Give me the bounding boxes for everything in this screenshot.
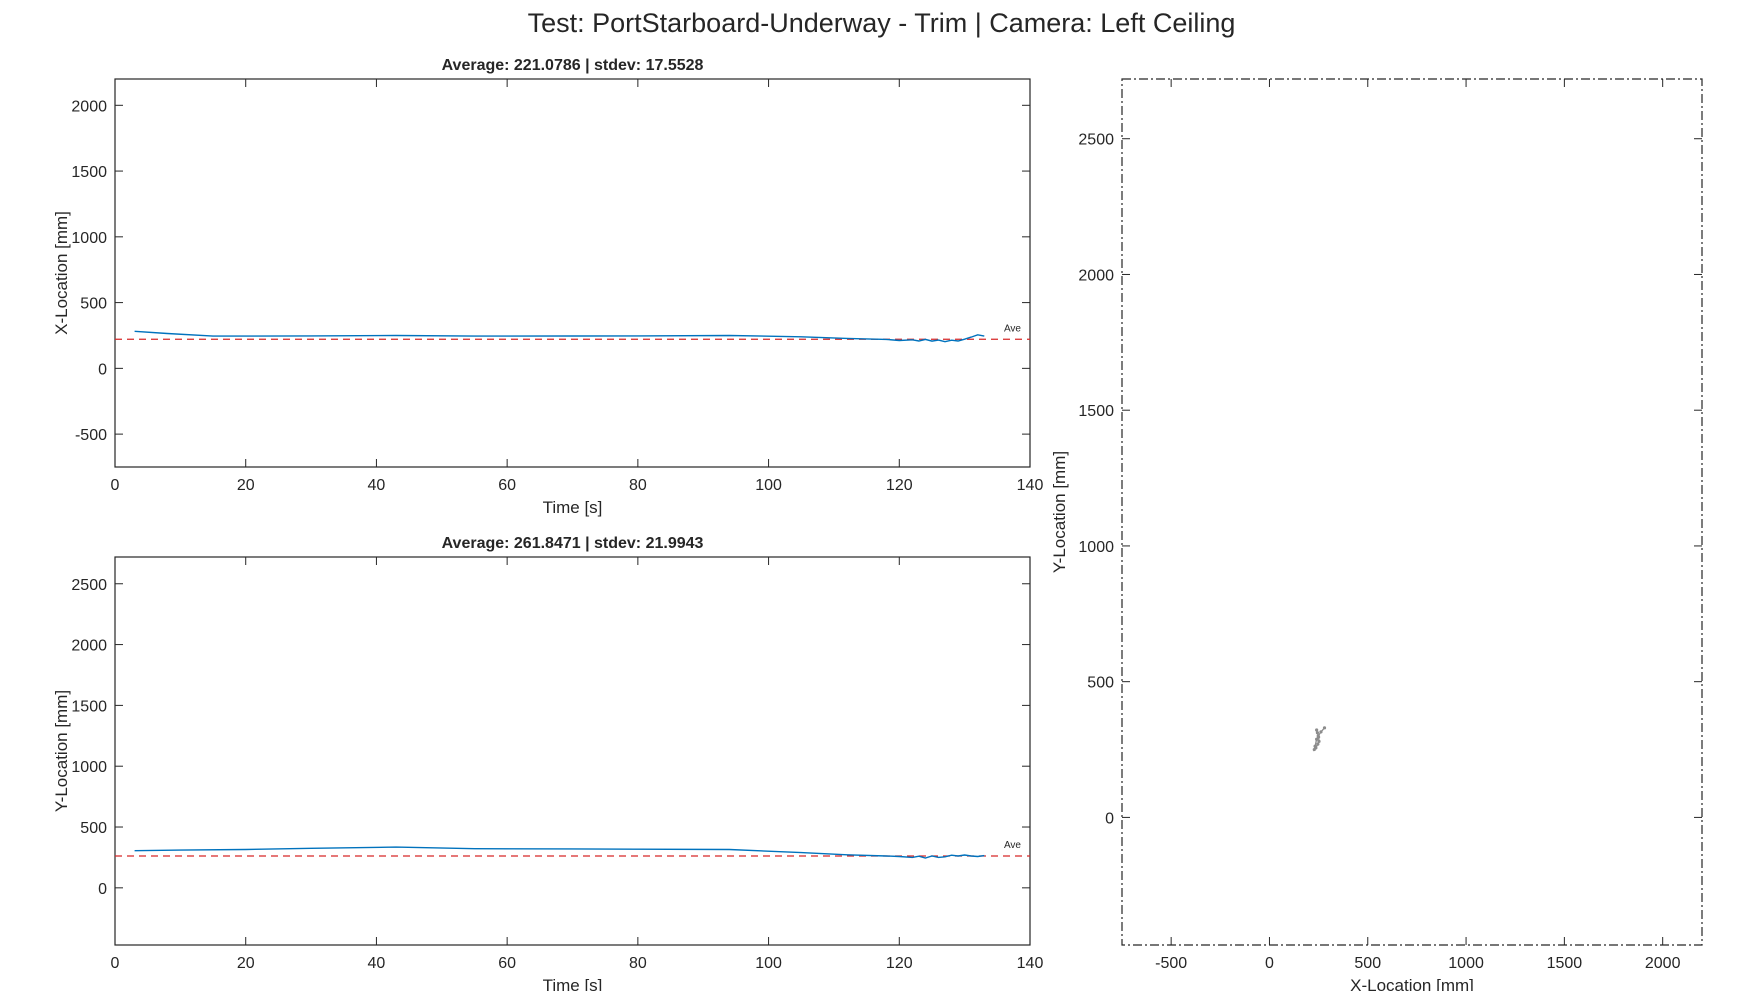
y-tick-label: 1500 <box>71 164 107 181</box>
figure-title: Test: PortStarboard-Underway - Trim | Ca… <box>527 8 1236 38</box>
x-tick-label: 80 <box>629 477 647 494</box>
x-tick-label: 100 <box>755 955 782 972</box>
x-tick-label: 20 <box>237 477 255 494</box>
x-tick-label: 40 <box>368 477 386 494</box>
y-tick-label: -500 <box>75 427 107 444</box>
y-tick-label: 1500 <box>71 698 107 715</box>
data-series-line <box>134 846 985 859</box>
y-axis-label: Y-Location [mm] <box>1050 451 1069 573</box>
y-tick-label: 0 <box>98 361 107 378</box>
track-point <box>1315 731 1320 735</box>
y-tick-label: 1000 <box>71 759 107 776</box>
y-tick-label: 2000 <box>71 98 107 115</box>
x-tick-label: 60 <box>498 955 516 972</box>
y-axis-label: X-Location [mm] <box>52 211 71 335</box>
x-tick-label: 120 <box>886 955 913 972</box>
axes-frame <box>114 556 1031 946</box>
y-tick-label: 500 <box>80 296 107 313</box>
y-tick-label: 0 <box>98 881 107 898</box>
y-tick-label: 0 <box>1105 810 1114 827</box>
track-point <box>1316 742 1320 746</box>
average-label: Ave <box>1004 840 1021 851</box>
track-point <box>1317 739 1321 743</box>
x-tick-label: 0 <box>1265 955 1274 972</box>
y-tick-label: 2500 <box>1078 132 1114 149</box>
xy-track-plot: -500 0 500 1000 1500 2000 0 500 1000 1500 2000 2500… <box>1050 78 1703 991</box>
y-tick-label: 1500 <box>1078 403 1114 420</box>
x-tick-label: 140 <box>1017 955 1044 972</box>
y-tick-label: 1000 <box>71 230 107 247</box>
axes-frame <box>1121 78 1703 946</box>
x-location-vs-time-plot: 0 20 40 60 80 100 120 140 -500 0 500 1000 1500 2000 Ti… <box>52 57 1043 517</box>
x-tick-label: 80 <box>629 955 647 972</box>
average-label: Ave <box>1004 323 1021 334</box>
plot-title: Average: 261.8471 | stdev: 21.9943 <box>442 535 704 552</box>
y-tick-label: 2500 <box>71 577 107 594</box>
y-tick-label: 500 <box>80 820 107 837</box>
x-axis-label: X-Location [mm] <box>1350 976 1474 991</box>
track-point <box>1322 726 1327 730</box>
y-tick-label: 500 <box>1087 675 1114 692</box>
x-tick-label: 40 <box>368 955 386 972</box>
x-tick-label: 0 <box>111 955 120 972</box>
axes-frame <box>114 78 1031 468</box>
y-axis-label: Y-Location [mm] <box>52 690 71 812</box>
track-point <box>1319 730 1323 734</box>
y-tick-label: 1000 <box>1078 539 1114 556</box>
x-axis-label: Time [s] <box>543 498 603 517</box>
x-axis-label: Time [s] <box>543 976 603 991</box>
x-tick-label: -500 <box>1155 955 1187 972</box>
x-tick-label: 2000 <box>1645 955 1681 972</box>
x-tick-label: 0 <box>111 477 120 494</box>
x-tick-label: 140 <box>1017 477 1044 494</box>
track-point <box>1314 746 1318 750</box>
x-tick-label: 20 <box>237 955 255 972</box>
x-tick-label: 100 <box>755 477 782 494</box>
x-tick-label: 60 <box>498 477 516 494</box>
x-tick-label: 1500 <box>1547 955 1583 972</box>
y-tick-label: 2000 <box>1078 267 1114 284</box>
x-tick-label: 500 <box>1354 955 1381 972</box>
data-series-line <box>134 330 985 343</box>
x-tick-label: 120 <box>886 477 913 494</box>
x-tick-label: 1000 <box>1448 955 1484 972</box>
track-point <box>1315 728 1319 732</box>
y-location-vs-time-plot: 0 20 40 60 80 100 120 140 0 500 1000 1500 2000 2500 Ti… <box>52 535 1043 991</box>
track-point <box>1315 737 1319 741</box>
track-point <box>1317 735 1321 739</box>
y-tick-label: 2000 <box>71 638 107 655</box>
plot-title: Average: 221.0786 | stdev: 17.5528 <box>442 57 704 74</box>
